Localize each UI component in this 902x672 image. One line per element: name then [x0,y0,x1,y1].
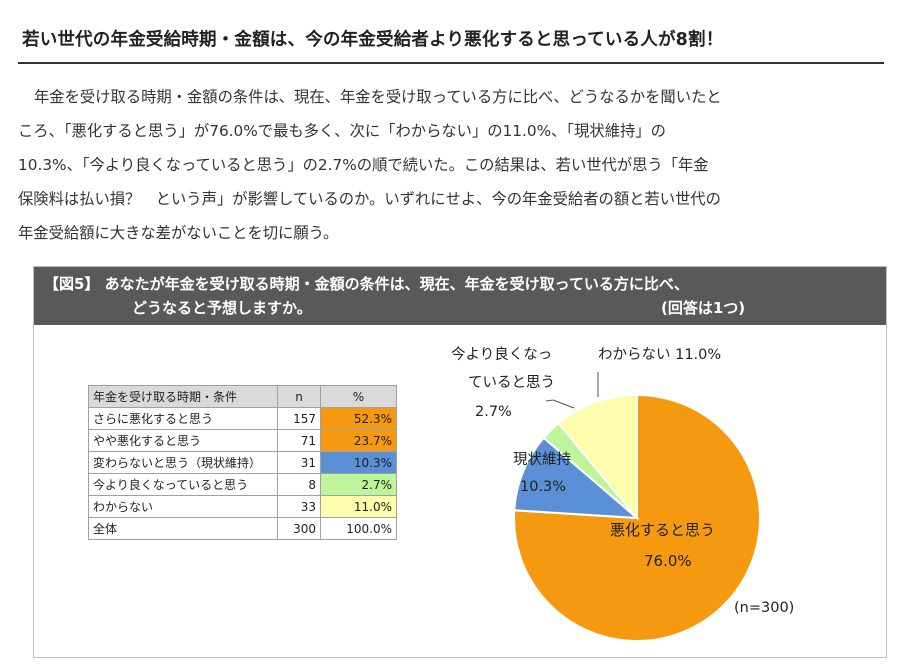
row-n: 71 [277,429,321,452]
figure-panel: 【図5】 あなたが年金を受け取る時期・金額の条件は、現在、年金を受け取っている方… [33,266,887,658]
figure-header-line2: どうなると予想しますか。 [132,299,312,317]
table-total-row: 全体 300 100.0% [88,517,397,540]
total-label: 全体 [88,517,278,540]
figure-header-note: (回答は1つ) [661,299,746,317]
column-header-label: 年金を受け取る時期・条件 [88,385,278,408]
body-line-1: 年金を受け取る時期・金額の条件は、現在、年金を受け取っている方に比べ、どうなるか… [34,88,722,106]
table-row: 今より良くなっていると思う 8 2.7% [88,473,397,496]
row-label: やや悪化すると思う [88,429,278,452]
page-title: 若い世代の年金受給時期・金額は、今の年金受給者より悪化すると思っている人が8割！ [22,30,724,50]
label-better-line1: 今より良くなっ [451,346,552,363]
row-pct: 52.3% [320,407,397,430]
article-body: 年金を受け取る時期・金額の条件は、現在、年金を受け取っている方に比べ、どうなるか… [18,80,890,250]
label-better-value: 2.7% [475,404,512,420]
slice-unknown [557,393,638,521]
n-note: (n=300) [734,600,794,616]
figure-header-line1: 【図5】 あなたが年金を受け取る時期・金額の条件は、現在、年金を受け取っている方… [44,275,689,293]
label-worse-value: 76.0% [644,552,692,570]
figure-header: 【図5】 あなたが年金を受け取る時期・金額の条件は、現在、年金を受け取っている方… [34,267,886,325]
total-n: 300 [277,517,321,540]
row-pct: 10.3% [320,451,397,474]
row-pct: 23.7% [320,429,397,452]
slice-same [513,436,640,520]
data-table: 年金を受け取る時期・条件 n % さらに悪化すると思う 157 52.3% やや… [88,385,397,540]
body-line-2: ころ、「悪化すると思う」が76.0%で最も多く、次に「わからない」の11.0%、… [18,122,666,140]
body-line-5: 年金受給額に大きな差がないことを切に願う。 [18,224,339,242]
table-row: やや悪化すると思う 71 23.7% [88,429,397,452]
row-label: さらに悪化すると思う [88,407,278,430]
table-row: さらに悪化すると思う 157 52.3% [88,407,397,430]
leader-line-better [552,399,575,409]
label-better-line2: ていると思う [468,375,555,391]
body-line-4: 保険料は払い損？ という声」が影響しているのか。いずれにせよ、今の年金受給者の額… [18,190,721,208]
total-pct: 100.0% [320,517,397,540]
label-unknown: わからない 11.0% [598,346,721,363]
label-worse: 悪化すると思う [610,521,715,539]
label-same-value: 10.3% [520,479,566,495]
body-line-3: 10.3%、「今より良くなっていると思う」の2.7%の順で続いた。この結果は、若… [18,156,709,174]
title-divider [18,62,884,64]
row-pct: 11.0% [320,495,397,518]
table-header-row: 年金を受け取る時期・条件 n % [88,385,397,408]
column-header-n: n [277,385,321,408]
label-same: 現状維持 [513,451,571,468]
leader-line-better-2 [545,399,554,402]
